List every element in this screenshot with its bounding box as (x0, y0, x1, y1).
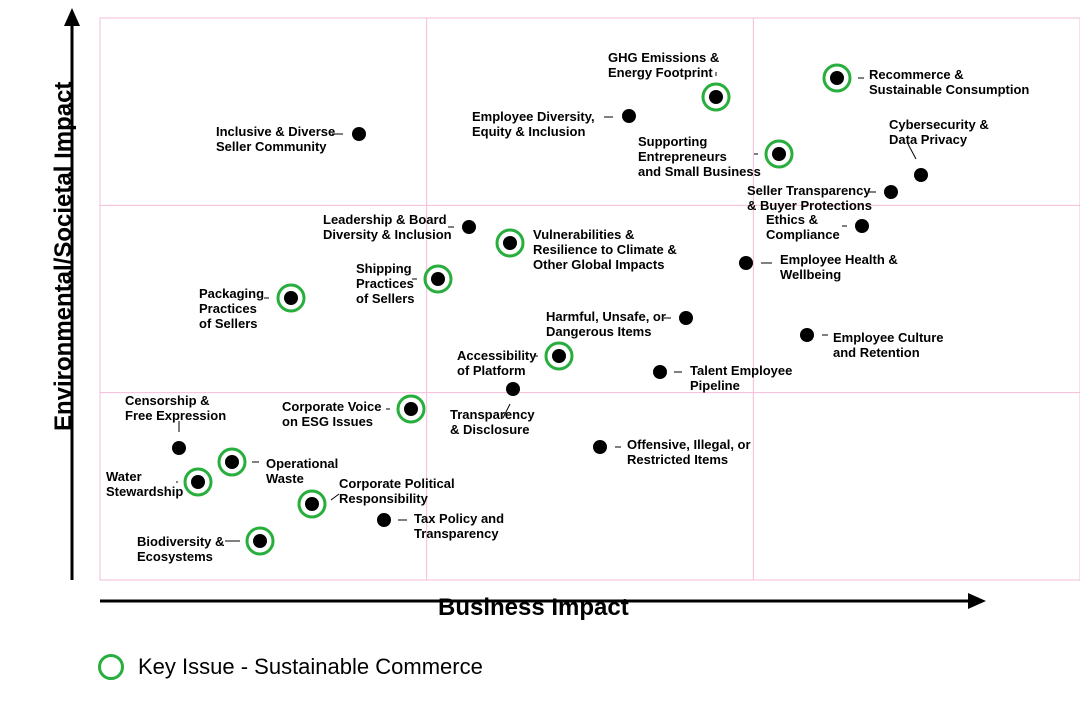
point-label: Corporate Voice on ESG Issues (282, 400, 381, 430)
point-label: Employee Culture and Retention (833, 331, 944, 361)
point-label: Accessibility of Platform (457, 349, 537, 379)
point-label: Offensive, Illegal, or Restricted Items (627, 438, 751, 468)
point-label: Seller Transparency & Buyer Protections (747, 184, 872, 214)
point-label: Tax Policy and Transparency (414, 512, 504, 542)
point-label: GHG Emissions & Energy Footprint (608, 51, 719, 81)
point-label: Supporting Entrepreneurs and Small Busin… (638, 135, 761, 180)
x-axis-label: Business Impact (438, 594, 629, 622)
point-label: Recommerce & Sustainable Consumption (869, 68, 1029, 98)
point-label: Inclusive & Diverse Seller Community (216, 125, 335, 155)
point-label: Shipping Practices of Sellers (356, 262, 415, 307)
point-label: Operational Waste (266, 457, 338, 487)
point-label: Employee Health & Wellbeing (780, 253, 898, 283)
point-label: Transparency & Disclosure (450, 408, 535, 438)
legend: Key Issue - Sustainable Commerce (98, 654, 483, 680)
point-label: Packaging Practices of Sellers (199, 287, 264, 332)
point-label: Ethics & Compliance (766, 213, 840, 243)
point-label: Talent Employee Pipeline (690, 364, 792, 394)
y-axis-label: Environmental/Societal Impact (50, 82, 78, 431)
point-label: Employee Diversity, Equity & Inclusion (472, 110, 595, 140)
point-label: Biodiversity & Ecosystems (137, 535, 224, 565)
point-label: Corporate Political Responsibility (339, 477, 455, 507)
point-label: Vulnerabilities & Resilience to Climate … (533, 228, 677, 273)
legend-ring-icon (98, 654, 124, 680)
point-label: Cybersecurity & Data Privacy (889, 118, 989, 148)
point-label: Harmful, Unsafe, or Dangerous Items (546, 310, 666, 340)
point-label: Leadership & Board Diversity & Inclusion (323, 213, 452, 243)
materiality-matrix: Business Impact Environmental/Societal I… (0, 0, 1080, 711)
point-label: Water Stewardship (106, 470, 183, 500)
point-label: Censorship & Free Expression (125, 394, 226, 424)
legend-text: Key Issue - Sustainable Commerce (138, 654, 483, 680)
